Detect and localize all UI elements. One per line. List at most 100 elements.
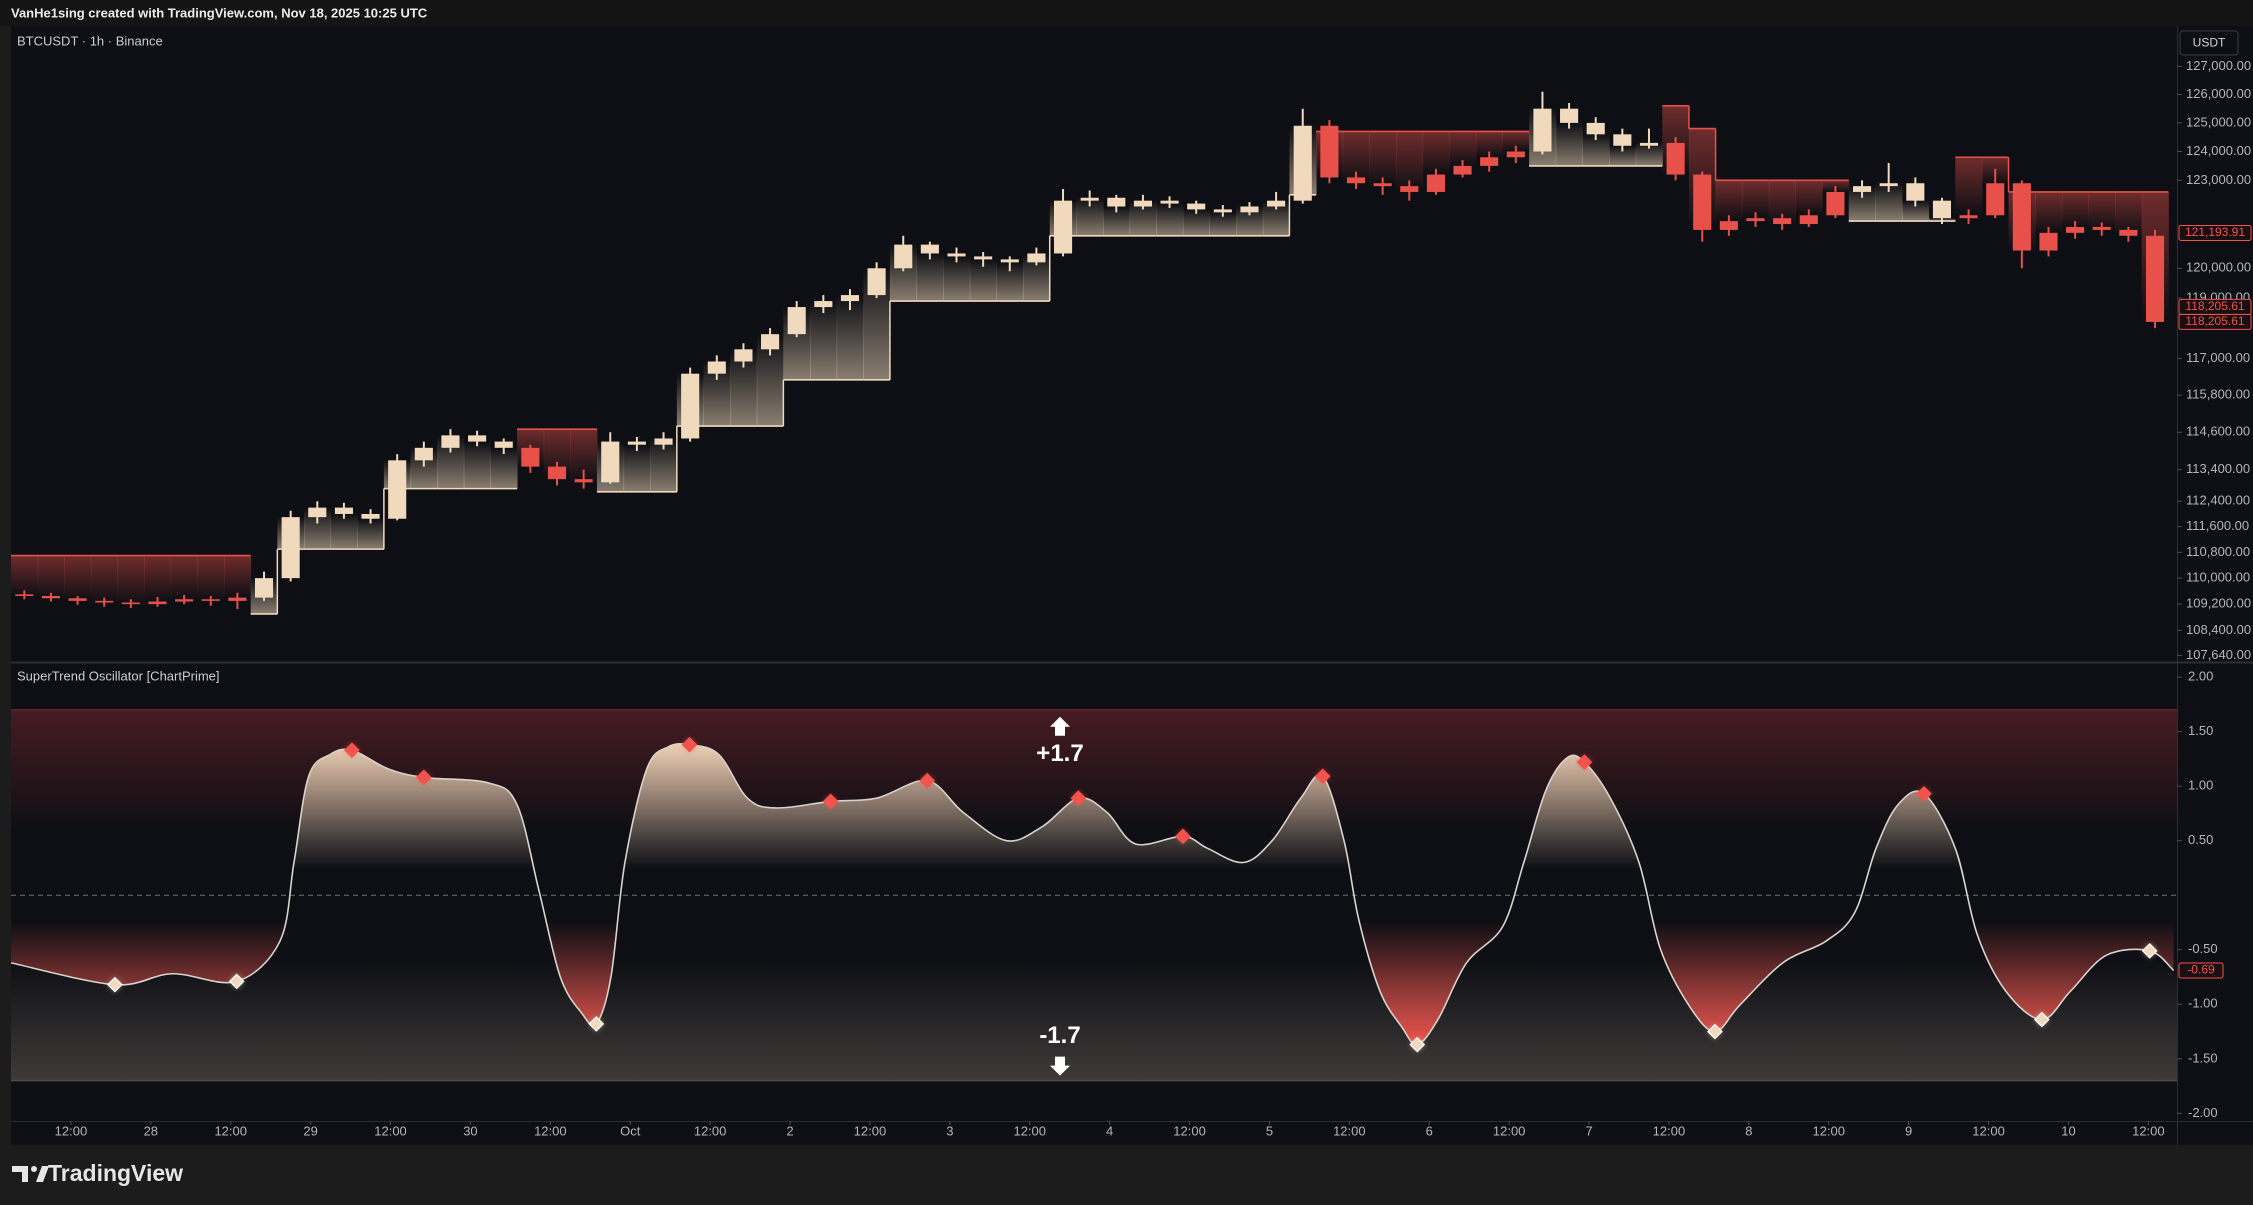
x-tick-label: 12:00	[374, 1123, 407, 1138]
y-tick-label: 123,000.00	[2186, 172, 2251, 187]
x-tick-label: 4	[1106, 1123, 1113, 1138]
trend-fill	[1156, 203, 1184, 236]
x-tick-label: 12:00	[1493, 1123, 1526, 1138]
candle-body	[468, 435, 487, 442]
header-caption: VanHe1sing created with TradingView.com,…	[11, 5, 428, 20]
x-tick-label: 12:00	[2132, 1123, 2165, 1138]
candle-body	[627, 441, 646, 445]
trend-fill	[943, 256, 971, 302]
trend-fill	[1635, 142, 1663, 166]
trend-fill	[1182, 209, 1211, 236]
candle-body	[1879, 183, 1898, 187]
candle-body	[1693, 174, 1712, 230]
signal-marker	[1916, 785, 1932, 802]
trend-fill	[1742, 180, 1770, 219]
logo-part	[31, 1166, 37, 1172]
x-tick-label: 7	[1585, 1123, 1592, 1138]
band-label: -1.7	[1039, 1022, 1080, 1049]
candle-body	[840, 295, 860, 302]
trend-fill	[1902, 200, 1930, 222]
currency-label[interactable]: USDT	[2193, 36, 2226, 50]
x-tick-label: 28	[144, 1123, 158, 1138]
trend-fill	[357, 518, 385, 550]
y-tick-label: -1.50	[2188, 1050, 2218, 1065]
candle-body	[494, 441, 513, 448]
x-tick-label: 30	[463, 1123, 477, 1138]
trend-fill	[224, 555, 252, 598]
y-tick-label: 124,000.00	[2186, 143, 2251, 158]
candle-body	[388, 460, 407, 519]
y-tick-label: 0.50	[2188, 832, 2213, 847]
trend-fill	[1422, 131, 1450, 175]
x-tick-label: 12:00	[694, 1123, 727, 1138]
y-tick-label: 117,000.00	[2186, 350, 2250, 365]
currency-button[interactable]	[2179, 30, 2239, 56]
x-tick-label: 6	[1426, 1123, 1433, 1138]
candle-body	[2039, 232, 2058, 251]
y-tick-label: 125,000.00	[2186, 114, 2251, 129]
x-tick-label: 12:00	[1333, 1123, 1366, 1138]
x-tick-label: 29	[303, 1123, 317, 1138]
candle-body	[2119, 229, 2138, 236]
oscillator-line	[11, 742, 2175, 1046]
signal-marker	[919, 772, 936, 789]
y-tick-label: -0.50	[2188, 941, 2218, 956]
trend-fill	[1502, 131, 1530, 152]
x-tick-label: 12:00	[1653, 1123, 1686, 1138]
candle-body	[681, 373, 700, 439]
trend-fill	[1555, 122, 1583, 166]
y-tick-label: 1.50	[2188, 723, 2213, 738]
candle-body	[1053, 200, 1073, 254]
price-title: BTCUSDT · 1h · Binance	[17, 33, 163, 48]
candle-body	[2066, 226, 2085, 233]
candle-body	[68, 598, 87, 601]
x-tick-label: 12:00	[214, 1123, 247, 1138]
candle-body	[547, 466, 567, 480]
candle-body	[1666, 142, 1685, 175]
candle-body	[1613, 134, 1632, 146]
candle-body	[1586, 122, 1605, 135]
candle-body	[1480, 157, 1499, 166]
x-tick-label: Oct	[620, 1123, 641, 1138]
candle-body	[867, 268, 886, 296]
candle-body	[1453, 165, 1472, 175]
x-tick-label: 12:00	[55, 1123, 88, 1138]
candle-body	[1906, 183, 1925, 201]
candle-body	[601, 441, 620, 483]
lower-zone	[11, 960, 2177, 1081]
candle-body	[228, 597, 247, 601]
price-label: 118,205.61	[2185, 299, 2244, 313]
candle-body	[148, 601, 167, 605]
footer-bar	[0, 1145, 2253, 1205]
candle-body	[814, 301, 833, 308]
x-tick-label: 2	[786, 1123, 793, 1138]
candle-body	[121, 602, 140, 605]
trend-fill	[117, 555, 145, 605]
candle-body	[41, 595, 61, 599]
y-tick-label: -1.00	[2188, 996, 2218, 1011]
trend-fill	[144, 555, 172, 602]
candle-body	[1320, 125, 1339, 178]
candle-body	[334, 507, 353, 514]
candle-body	[1746, 218, 1765, 222]
y-tick-label: 1.00	[2188, 778, 2213, 793]
trend-fill	[1715, 180, 1743, 222]
y-tick-label: 112,400.00	[2186, 493, 2250, 508]
oscillator-area	[11, 743, 2174, 1045]
trend-fill	[11, 555, 39, 596]
candle-body	[761, 334, 780, 350]
x-tick-label: 12:00	[1812, 1123, 1845, 1138]
candle-body	[2092, 226, 2111, 230]
trend-fill	[1209, 212, 1237, 236]
candle-body	[1160, 200, 1179, 204]
y-tick-label: 127,000.00	[2186, 58, 2251, 73]
candle-body	[1826, 191, 1845, 216]
candle-body	[95, 600, 114, 603]
candle-body	[1533, 108, 1552, 152]
signal-marker	[1175, 828, 1191, 845]
candle-body	[1506, 151, 1525, 158]
x-tick-label: 3	[946, 1123, 953, 1138]
candle-body	[1799, 215, 1818, 225]
trend-fill	[197, 555, 225, 601]
signal-marker	[344, 742, 360, 759]
